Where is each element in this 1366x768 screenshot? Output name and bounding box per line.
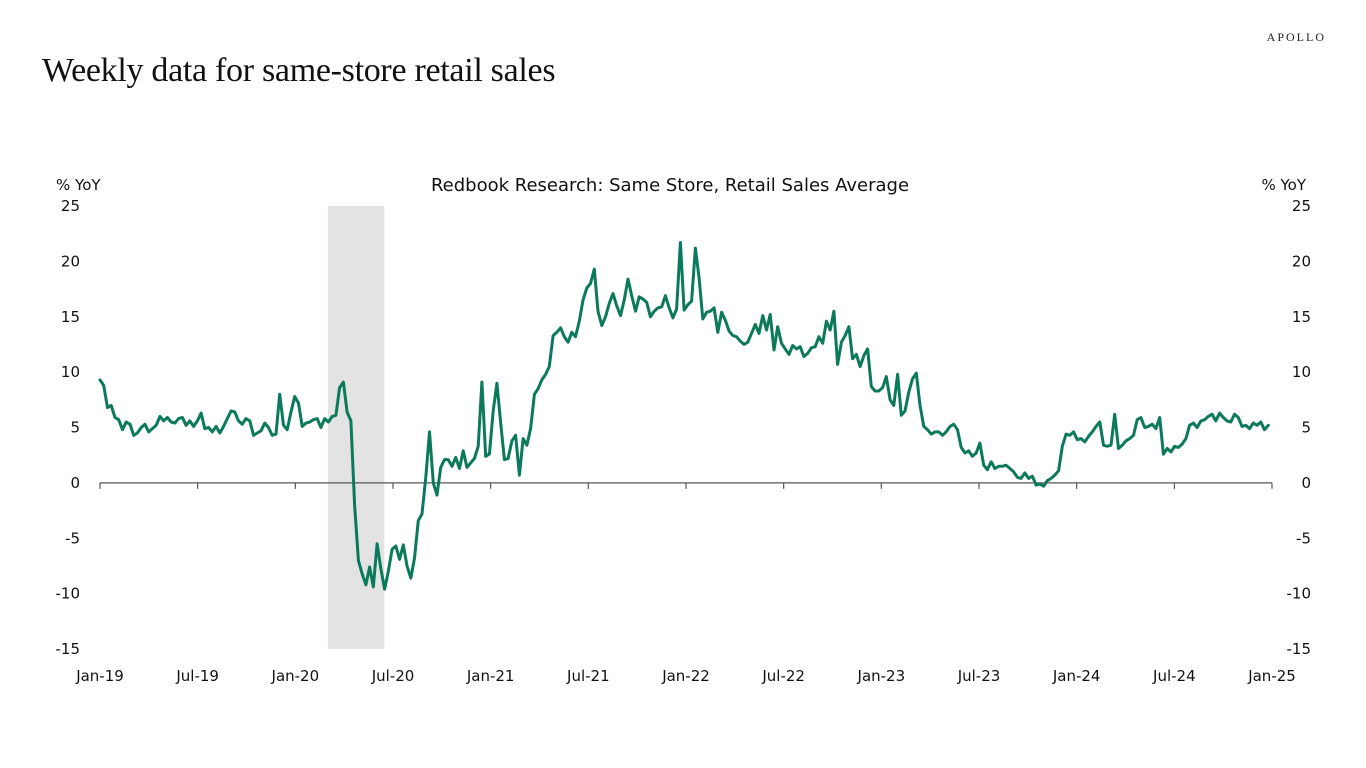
axis-layer: 25 25 20 20 15 15 10 10 5 5 0 0 -5 -5 -10 -10 -15 -15 Jan-… — [56, 197, 1312, 685]
recession-shade — [327, 206, 385, 649]
x-tick-label: Jan-22 — [661, 667, 710, 685]
page-title: Weekly data for same-store retail sales — [42, 52, 556, 89]
y-tick-label-right: 15 — [1292, 308, 1311, 326]
y-tick-label-right: -15 — [1287, 640, 1312, 658]
y-tick-label-right: 25 — [1292, 197, 1311, 215]
series-line-redbook — [98, 241, 1270, 591]
brand-logo: APOLLO — [1266, 30, 1326, 44]
y-tick-label-right: -5 — [1296, 529, 1311, 547]
y-tick-label-left: -10 — [56, 585, 81, 603]
x-tick-label: Jan-24 — [1052, 667, 1101, 685]
y-tick-label-right: -10 — [1287, 585, 1312, 603]
y-axis-label-left: % YoY — [56, 176, 101, 194]
x-tick-label: Jul-24 — [1152, 667, 1196, 685]
x-tick-label: Jul-22 — [761, 667, 805, 685]
y-tick-label-right: 10 — [1292, 363, 1311, 381]
recession-shading-layer — [327, 206, 385, 649]
y-axis-label-right: % YoY — [1261, 176, 1306, 194]
y-tick-label-left: 15 — [61, 308, 80, 326]
y-tick-label-left: -15 — [56, 640, 81, 658]
x-tick-label: Jul-19 — [175, 667, 219, 685]
x-tick-label: Jan-25 — [1247, 667, 1296, 685]
y-tick-label-left: -5 — [65, 529, 80, 547]
y-tick-label-right: 0 — [1301, 474, 1311, 492]
y-tick-label-left: 25 — [61, 197, 80, 215]
y-tick-label-right: 20 — [1292, 252, 1311, 270]
y-tick-label-left: 10 — [61, 363, 80, 381]
y-tick-label-right: 5 — [1301, 419, 1311, 437]
chart-title: Redbook Research: Same Store, Retail Sal… — [431, 175, 909, 196]
x-tick-label: Jul-21 — [566, 667, 610, 685]
y-tick-label-left: 5 — [70, 419, 80, 437]
x-tick-label: Jan-19 — [75, 667, 124, 685]
series-layer — [98, 241, 1270, 591]
x-tick-label: Jan-23 — [857, 667, 906, 685]
x-tick-label: Jan-21 — [466, 667, 515, 685]
x-tick-label: Jan-20 — [271, 667, 320, 685]
x-tick-label: Jul-20 — [371, 667, 415, 685]
y-tick-label-left: 0 — [70, 474, 80, 492]
y-tick-label-left: 20 — [61, 252, 80, 270]
x-tick-label: Jul-23 — [957, 667, 1001, 685]
